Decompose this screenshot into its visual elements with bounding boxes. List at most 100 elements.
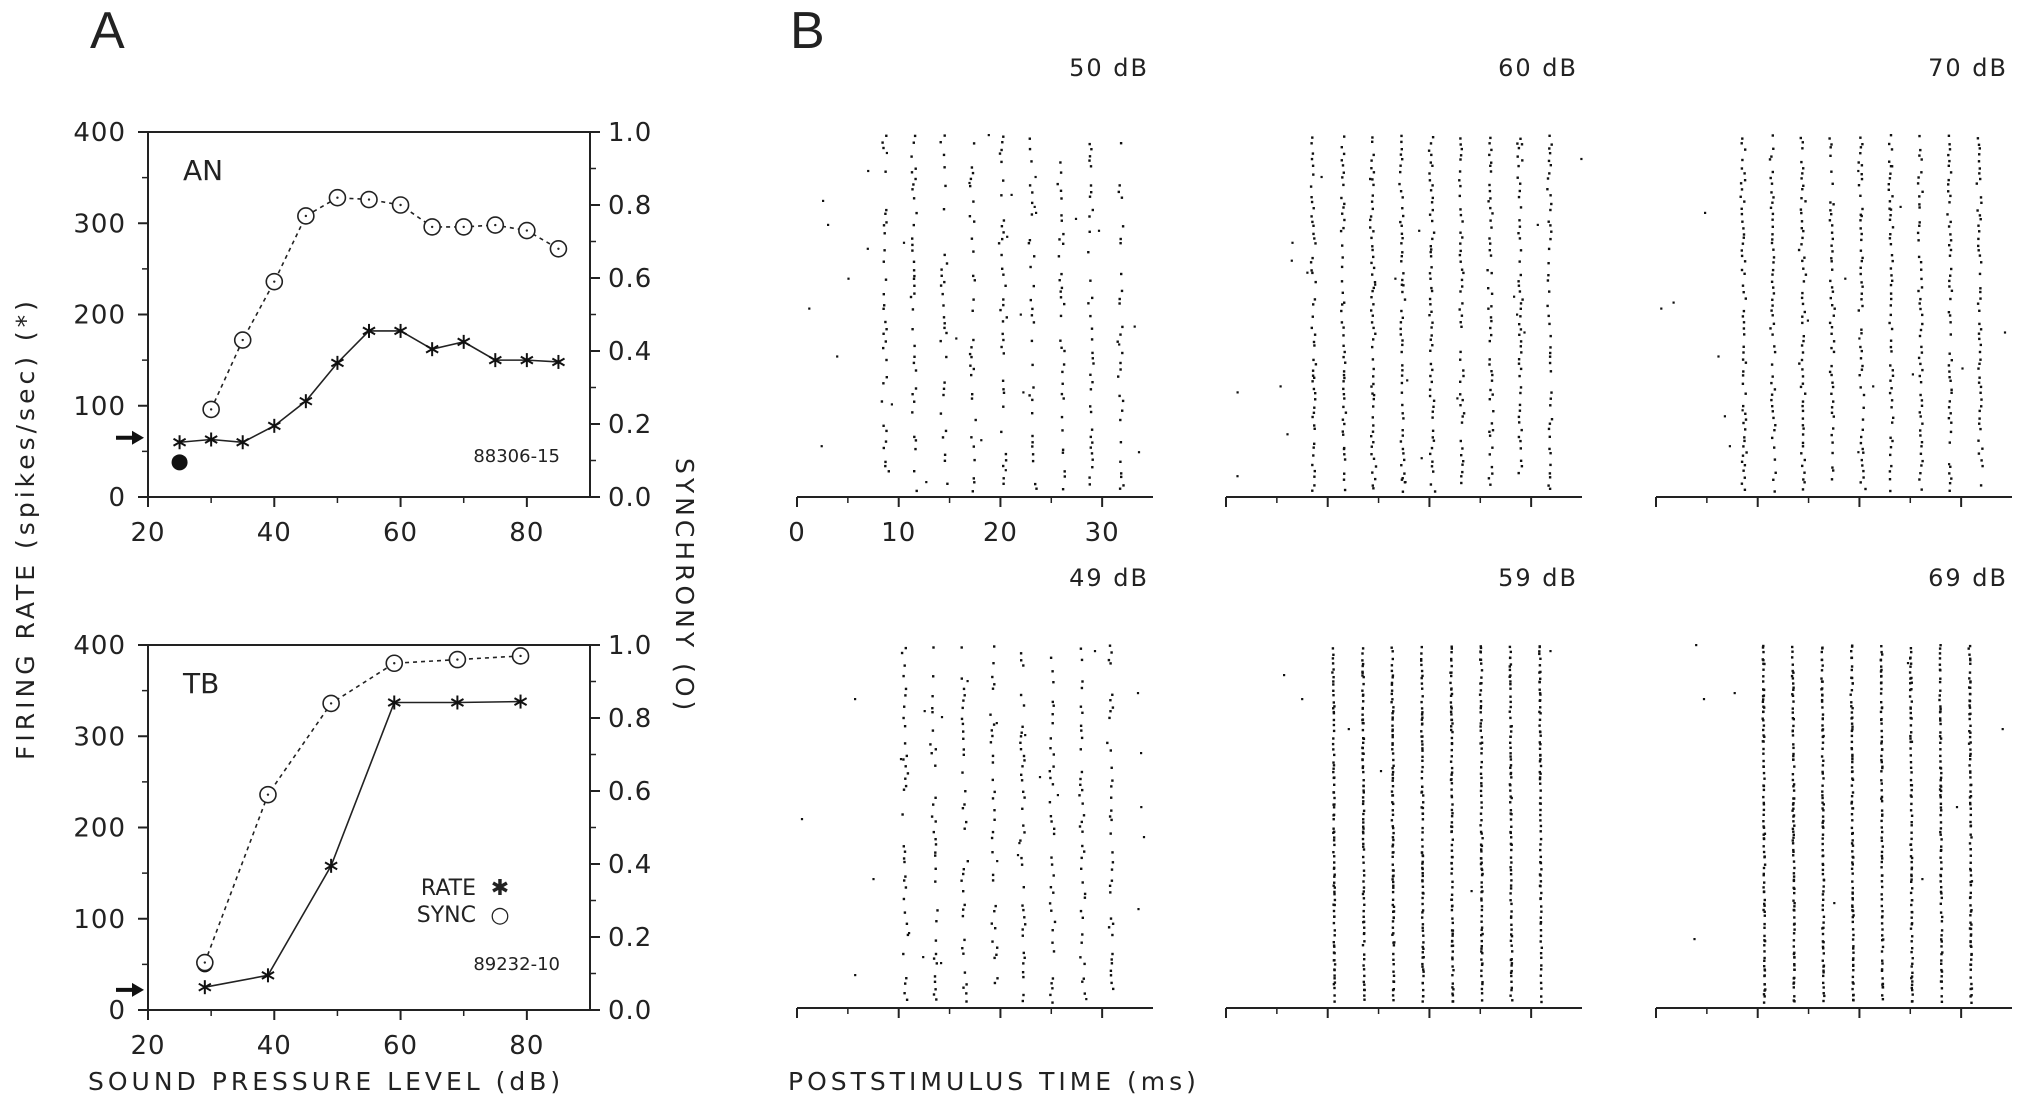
spike-dot xyxy=(934,851,937,854)
spike-dot xyxy=(1761,740,1765,743)
spike-dot xyxy=(1022,790,1025,793)
spike-dot xyxy=(1969,741,1972,744)
spike-dot xyxy=(1002,338,1005,342)
spike-dot xyxy=(1392,932,1395,935)
spike-dot xyxy=(1402,272,1405,275)
spike-dot xyxy=(1088,483,1091,486)
spike-dot xyxy=(1740,188,1744,191)
spike-dot xyxy=(1371,471,1374,474)
spike-dot xyxy=(1948,489,1951,492)
spike-dot xyxy=(1403,298,1407,301)
spike-dot xyxy=(1969,867,1972,871)
spike-dot xyxy=(1822,947,1825,950)
spike-dot xyxy=(912,197,916,200)
spike-dot xyxy=(1023,916,1026,919)
spike-dot xyxy=(973,220,976,223)
spike-dot xyxy=(1947,364,1951,367)
spike-dot xyxy=(1390,692,1393,696)
spike-dot xyxy=(1392,874,1395,877)
spike-dot xyxy=(962,730,965,733)
spike-dot xyxy=(1743,172,1746,175)
spike-dot xyxy=(1420,718,1424,721)
spike-dot xyxy=(1940,975,1943,978)
spike-dot xyxy=(885,208,888,212)
spike-dot xyxy=(1939,830,1942,834)
spike-dot xyxy=(1107,658,1111,662)
spike-dot xyxy=(1821,821,1824,824)
spike-dot xyxy=(1401,364,1404,367)
spike-dot xyxy=(1980,201,1983,204)
rate-point-stroke xyxy=(450,698,464,707)
spike-dot xyxy=(1948,285,1951,288)
spike-dot xyxy=(1539,782,1542,785)
spike-dot xyxy=(1459,154,1463,157)
spike-dot xyxy=(1510,923,1513,926)
spike-dot xyxy=(993,809,996,812)
spike-dot xyxy=(1909,766,1913,769)
spike-dot xyxy=(1538,688,1541,691)
spike-dot xyxy=(1518,290,1522,293)
spike-dot xyxy=(1057,255,1061,258)
spike-dot xyxy=(1361,674,1364,677)
sync-point-center xyxy=(494,223,497,227)
spike-dot xyxy=(1850,645,1854,648)
spike-dot xyxy=(1909,794,1913,797)
spike-dot xyxy=(1342,478,1346,481)
spike-dot xyxy=(1363,874,1366,877)
spike-dot xyxy=(940,962,943,965)
rate-point xyxy=(520,353,534,368)
spike-dot xyxy=(1918,224,1921,227)
spike-dot xyxy=(882,260,885,263)
spike-dot xyxy=(1978,309,1981,312)
spike-dot xyxy=(942,387,946,390)
spike-dot xyxy=(1910,731,1913,734)
spike-dot xyxy=(1792,886,1795,890)
spike-dot xyxy=(1538,664,1542,667)
spike-dot xyxy=(1056,182,1059,186)
spike-dot xyxy=(1110,981,1113,985)
spike-dot xyxy=(1744,392,1747,395)
spike-dot xyxy=(1910,866,1914,869)
spike-dot xyxy=(1110,796,1113,799)
spike-dot xyxy=(1547,159,1551,163)
spike-dot xyxy=(1791,663,1794,666)
spike-dot xyxy=(1510,988,1513,992)
spike-dot xyxy=(1509,884,1513,887)
spike-dot xyxy=(1822,777,1825,780)
spike-dot xyxy=(1910,965,1913,968)
spike-dot xyxy=(1332,680,1335,683)
spike-dot xyxy=(1509,705,1512,709)
spike-dot xyxy=(1001,141,1004,144)
spike-dot xyxy=(1488,398,1491,401)
spike-dot xyxy=(1088,159,1091,162)
spike-dot xyxy=(1548,487,1552,490)
spike-dot xyxy=(1032,321,1036,324)
spike-dot xyxy=(1969,724,1972,727)
spike-dot xyxy=(1509,856,1513,859)
spike-dot xyxy=(1969,874,1973,877)
spike-dot xyxy=(1948,244,1951,247)
spike-dot xyxy=(1741,242,1745,245)
spike-dot xyxy=(971,393,974,396)
spike-dot xyxy=(1449,778,1453,782)
spike-dot xyxy=(1910,910,1913,914)
spike-dot xyxy=(1391,825,1394,828)
spike-dot xyxy=(1111,922,1115,925)
spike-dot xyxy=(1038,776,1042,779)
spike-dot xyxy=(963,938,966,942)
spike-dot xyxy=(1342,370,1346,373)
spike-dot xyxy=(1362,897,1366,900)
spike-dot xyxy=(884,464,887,468)
spike-dot xyxy=(1763,944,1766,947)
spike-dot xyxy=(1920,286,1924,289)
spike-dot xyxy=(1449,701,1453,704)
spike-dot xyxy=(1372,183,1375,187)
spike-dot xyxy=(1769,206,1773,209)
spike-dot xyxy=(1889,134,1893,137)
spike-dot xyxy=(1832,350,1836,354)
spike-dot xyxy=(1362,964,1365,967)
spike-dot xyxy=(1739,182,1743,185)
spike-dot xyxy=(1421,981,1424,985)
spike-dot xyxy=(1801,433,1805,436)
spike-dot xyxy=(1372,266,1376,270)
